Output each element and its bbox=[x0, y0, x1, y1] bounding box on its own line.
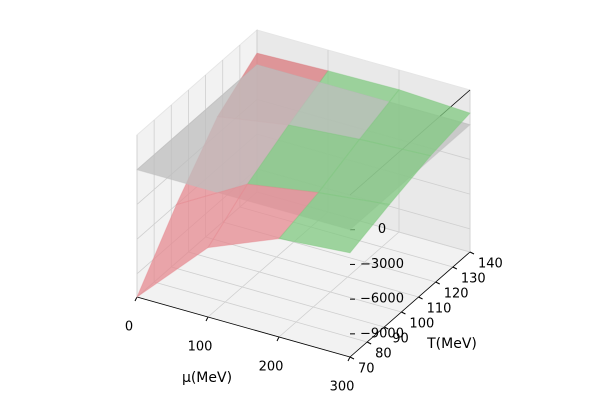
y-tick bbox=[401, 311, 406, 315]
y-tick-label: 120 bbox=[444, 287, 469, 302]
grid-line bbox=[278, 231, 400, 338]
x-tick bbox=[134, 296, 138, 302]
y-tick bbox=[384, 326, 389, 330]
x-tick-label: 200 bbox=[259, 360, 284, 375]
grid-line bbox=[188, 251, 402, 313]
y-tick bbox=[366, 341, 372, 345]
y-tick bbox=[435, 281, 440, 285]
axis-line bbox=[349, 251, 471, 358]
y-tick-label: 90 bbox=[392, 332, 409, 347]
x-tick-label: 100 bbox=[188, 340, 213, 355]
y-tick-label: 100 bbox=[409, 317, 434, 332]
z-tick-label: −9000 bbox=[360, 326, 404, 341]
x-tick bbox=[276, 336, 280, 342]
axis-line bbox=[136, 296, 351, 358]
x-tick-label: 300 bbox=[330, 380, 355, 395]
y-tick-label: 70 bbox=[358, 362, 375, 377]
grid-line bbox=[154, 281, 368, 343]
y-tick-label: 110 bbox=[427, 302, 452, 317]
x-tick-label: 0 bbox=[125, 320, 133, 335]
y-tick bbox=[418, 296, 423, 300]
y-tick bbox=[452, 266, 458, 270]
x-axis-label: μ(MeV) bbox=[182, 370, 232, 386]
y-tick-label: 130 bbox=[461, 272, 486, 287]
grid-line bbox=[205, 236, 419, 298]
x-tick bbox=[205, 316, 209, 322]
surface-patch bbox=[278, 192, 391, 254]
y-tick bbox=[349, 356, 355, 360]
y-tick bbox=[469, 251, 475, 255]
y-tick-label: 80 bbox=[375, 347, 392, 362]
z-tick-label: −6000 bbox=[360, 292, 404, 307]
z-tick-label: 0 bbox=[378, 222, 386, 237]
z-tick-label: −3000 bbox=[360, 257, 404, 272]
y-tick-label: 140 bbox=[478, 257, 503, 272]
surface-patch bbox=[317, 138, 432, 206]
grid-line bbox=[171, 266, 385, 328]
y-axis-label: T(MeV) bbox=[426, 336, 477, 352]
x-tick bbox=[347, 356, 351, 362]
